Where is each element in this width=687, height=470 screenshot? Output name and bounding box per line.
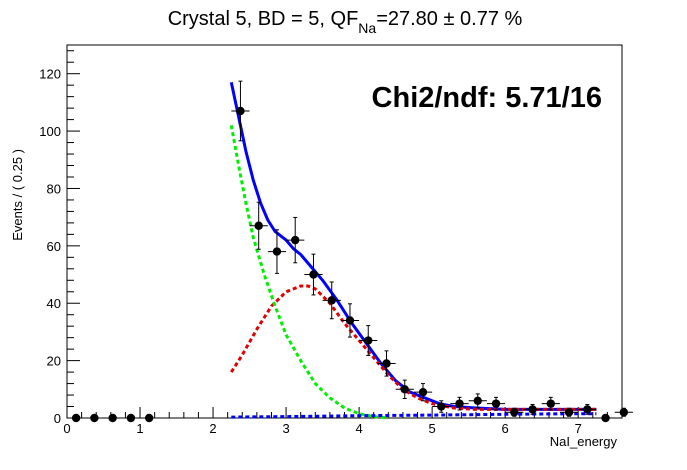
chart-title-tail: =27.80 ± 0.77 % [376,8,522,30]
y-tick-label: 80 [47,181,61,196]
fit-curve-1 [230,284,597,411]
x-tick-label: 1 [136,421,143,436]
data-point [614,407,633,417]
data-marker [90,413,99,423]
y-tick-label: 0 [54,411,61,426]
x-tick-label: 3 [282,421,289,436]
data-marker [564,408,574,417]
data-point [267,229,287,274]
chart-annotation: Chi2/ndf: 5.71/16 [372,82,602,114]
data-point [121,413,141,423]
y-tick-label: 20 [47,354,61,369]
data-marker [510,408,519,417]
data-point [377,350,396,377]
data-marker [382,359,391,368]
data-point [249,201,268,250]
data-marker [364,336,373,345]
data-point [322,281,341,320]
x-tick-label: 6 [502,421,509,436]
fit-curve-0 [229,81,597,411]
data-marker [619,408,629,417]
data-marker [583,405,592,414]
chart-title-main: Crystal 5, BD = 5, QF [168,8,359,30]
data-point [468,393,487,409]
data-marker [291,235,300,245]
data-point [103,413,122,423]
data-point [231,80,250,142]
y-tick-label: 100 [39,124,61,139]
data-marker [71,413,81,423]
y-axis-label: Events / ( 0.25 ) [10,149,25,241]
data-point [596,413,615,423]
data-marker [455,399,464,408]
data-point [140,413,159,423]
data-marker [236,106,245,116]
data-point [578,404,597,415]
data-point [432,400,451,413]
data-point [395,379,414,399]
data-point [559,407,579,417]
data-marker [272,247,282,256]
y-tick-label: 60 [47,239,61,254]
data-point [286,216,305,264]
data-marker [345,316,355,325]
x-tick-label: 5 [429,421,436,436]
data-marker [144,413,154,423]
data-point [85,413,104,423]
data-point [413,383,433,402]
data-point [67,413,86,423]
chart-title-subscript: Na [358,20,376,36]
x-tick-label: 4 [355,421,362,436]
data-marker [126,413,136,423]
data-marker [254,221,263,230]
data-point [304,253,323,296]
data-point [505,407,524,417]
data-marker [528,405,537,414]
data-marker [108,413,117,423]
data-point [359,325,378,356]
x-tick-label: 0 [63,421,70,436]
data-marker [601,413,610,423]
data-point [450,396,469,411]
fit-curve-3 [231,412,597,419]
x-axis-label: NaI_energy [550,434,618,449]
data-marker [437,402,446,411]
x-tick-label: 7 [575,421,582,436]
data-point [486,396,506,411]
fit-curve-2 [229,125,389,420]
data-marker [400,385,409,394]
data-marker [491,399,501,408]
data-marker [473,396,482,405]
x-tick-label: 2 [209,421,216,436]
y-tick-label: 40 [47,296,61,311]
data-marker [327,296,336,305]
fit-curves [229,81,597,420]
y-tick-label: 120 [39,67,61,82]
data-point [523,404,542,415]
data-point [541,396,560,411]
chart-title: Crystal 5, BD = 5, QFNa=27.80 ± 0.77 % [168,8,523,36]
data-marker [418,387,428,397]
data-marker [546,399,555,408]
data-point [340,303,360,338]
data-marker [309,270,318,279]
data-points [67,80,633,423]
